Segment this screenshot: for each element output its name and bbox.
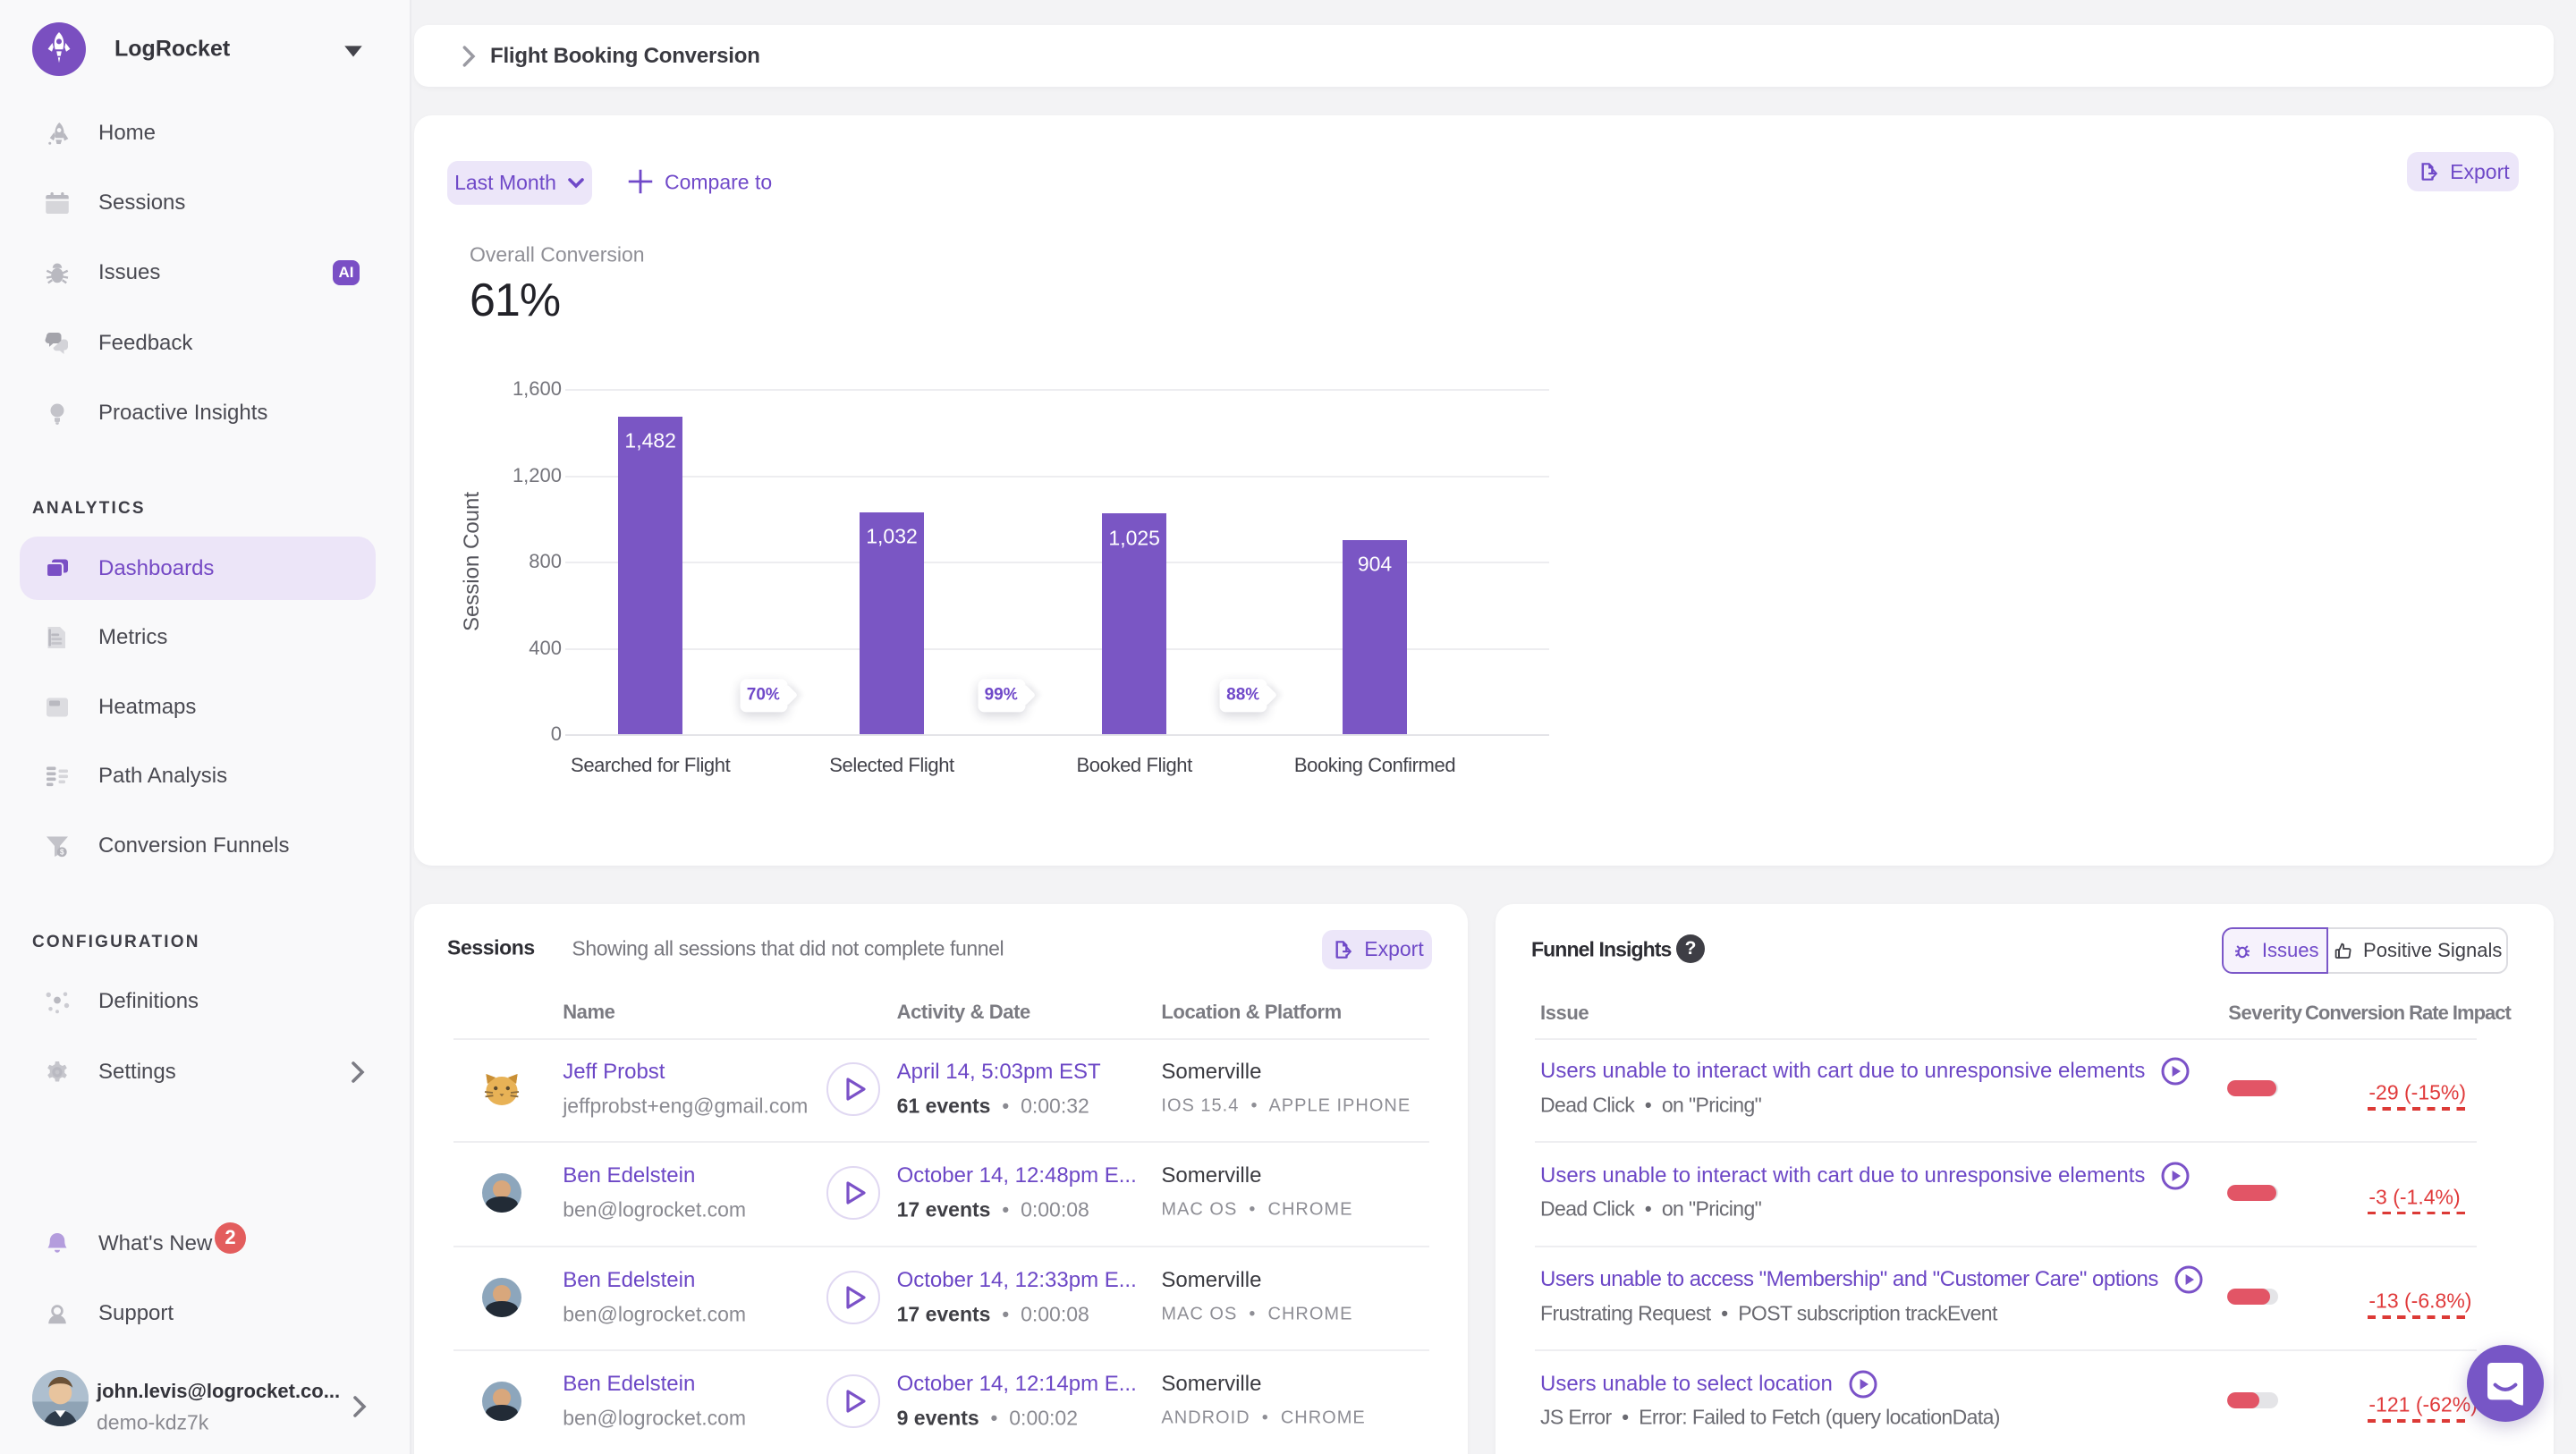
svg-text:$: $ [60,849,64,857]
